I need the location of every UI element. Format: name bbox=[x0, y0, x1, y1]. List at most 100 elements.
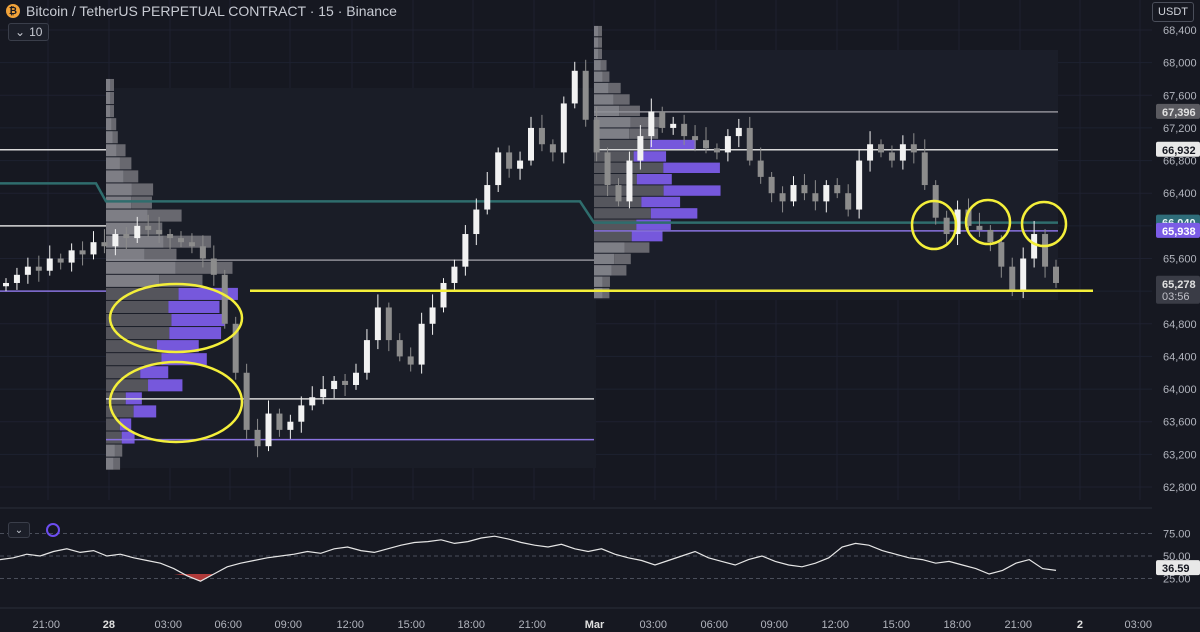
volume-profile-bar bbox=[133, 405, 157, 418]
candle-body bbox=[145, 225, 152, 230]
candle-body bbox=[713, 148, 720, 153]
volume-profile-bar bbox=[641, 196, 681, 208]
candle-body bbox=[243, 372, 250, 430]
volume-profile-bar bbox=[106, 157, 120, 170]
volume-profile-bar bbox=[163, 235, 212, 248]
candle-body bbox=[495, 152, 502, 186]
rsi-axis-label: 50.00 bbox=[1163, 551, 1191, 563]
candle-body bbox=[867, 144, 874, 161]
time-tick-label: 06:00 bbox=[215, 619, 243, 631]
time-tick-label: Mar bbox=[585, 619, 605, 631]
price-tick-label: 64,400 bbox=[1163, 351, 1197, 363]
candle-body bbox=[779, 193, 786, 202]
volume-profile-bar bbox=[663, 162, 720, 174]
candle-body bbox=[703, 140, 709, 149]
volume-profile-bar bbox=[598, 48, 602, 60]
volume-profile-bar bbox=[594, 174, 637, 185]
price-tick-label: 63,200 bbox=[1163, 449, 1197, 461]
volume-profile-bar bbox=[602, 276, 610, 287]
candle-body bbox=[440, 282, 447, 308]
candle-body bbox=[167, 234, 174, 239]
symbol-title[interactable]: Bitcoin / TetherUS PERPETUAL CONTRACT · … bbox=[26, 3, 397, 19]
volume-profile-bar bbox=[624, 242, 650, 253]
price-tick-label: 65,600 bbox=[1163, 254, 1197, 266]
candle-body bbox=[834, 185, 841, 194]
price-tick-label: 64,800 bbox=[1163, 319, 1197, 331]
volume-profile-bar bbox=[594, 242, 625, 253]
price-tick-label: 67,200 bbox=[1163, 123, 1197, 135]
volume-profile-bar bbox=[119, 157, 132, 170]
candle-body bbox=[298, 405, 305, 422]
volume-profile-bar bbox=[106, 222, 137, 235]
volume-profile-bar bbox=[116, 144, 126, 157]
volume-profile-bar bbox=[113, 457, 121, 470]
candle-body bbox=[123, 234, 130, 239]
price-tick-label: 68,000 bbox=[1163, 58, 1197, 70]
time-tick-label: 21:00 bbox=[519, 619, 547, 631]
volume-profile-bar bbox=[594, 265, 612, 276]
volume-profile-bar bbox=[175, 261, 233, 274]
candle-body bbox=[232, 323, 239, 373]
volume-profile-bar bbox=[600, 60, 607, 71]
time-tick-label: 09:00 bbox=[275, 619, 303, 631]
candle-body bbox=[801, 185, 808, 194]
indicator-count: 10 bbox=[29, 25, 43, 39]
time-tick-label: 21:00 bbox=[33, 619, 61, 631]
price-tag-white-bg bbox=[1156, 141, 1200, 157]
volume-profile-bar bbox=[636, 174, 672, 185]
price-tag-purple-bg bbox=[1156, 222, 1200, 238]
volume-profile-bar bbox=[633, 151, 667, 162]
candle-body bbox=[57, 258, 64, 263]
time-tick-label: 28 bbox=[103, 619, 115, 631]
candle-body bbox=[615, 185, 622, 202]
candle-body bbox=[1009, 266, 1016, 292]
candle-body bbox=[1031, 234, 1038, 259]
candle-body bbox=[1053, 266, 1059, 283]
candle-body bbox=[462, 234, 469, 267]
volume-profile-bar bbox=[169, 327, 222, 340]
candle-body bbox=[506, 152, 513, 169]
volume-profile-bar bbox=[106, 183, 132, 196]
currency-button[interactable]: USDT bbox=[1152, 2, 1194, 22]
candle-body bbox=[342, 380, 349, 385]
price-tick-label: 66,800 bbox=[1163, 156, 1197, 168]
time-tick-label: 21:00 bbox=[1005, 619, 1033, 631]
candle-body bbox=[287, 421, 294, 430]
volume-profile-bar bbox=[636, 219, 671, 230]
volume-profile-bar bbox=[608, 82, 621, 94]
volume-profile-bar bbox=[594, 139, 651, 151]
candle-body bbox=[888, 152, 895, 161]
rsi-settings-icon[interactable] bbox=[46, 523, 60, 537]
volume-profile-bar bbox=[106, 144, 117, 157]
rsi-value-tag-bg bbox=[1156, 560, 1200, 576]
candle-body bbox=[910, 144, 917, 153]
candle-body bbox=[746, 127, 753, 161]
volume-profile-bar bbox=[650, 139, 696, 151]
candle-body bbox=[823, 185, 830, 202]
candle-body bbox=[385, 307, 392, 341]
volume-profile-bar bbox=[594, 208, 651, 219]
candle-body bbox=[943, 217, 950, 235]
candle-body bbox=[987, 229, 994, 243]
price-tick-label: 67,600 bbox=[1163, 90, 1197, 102]
volume-profile-bar bbox=[602, 71, 610, 82]
candle-body bbox=[735, 127, 742, 137]
volume-profile-bar bbox=[594, 37, 599, 48]
volume-profile-bar bbox=[106, 131, 113, 144]
candle-body bbox=[309, 397, 316, 406]
volume-profile-bar bbox=[594, 287, 603, 299]
candle-body bbox=[681, 123, 688, 137]
candle-body bbox=[768, 176, 775, 194]
indicator-toggle[interactable]: ⌄ 10 bbox=[8, 23, 50, 41]
volume-profile-bar bbox=[106, 300, 169, 313]
volume-profile-bar bbox=[629, 128, 659, 139]
countdown-label: 03:56 bbox=[1162, 291, 1190, 303]
candle-body bbox=[626, 160, 633, 202]
volume-profile-bar bbox=[594, 230, 632, 242]
rsi-collapse-button[interactable]: ⌄ bbox=[8, 522, 30, 538]
price-tick-label: 63,600 bbox=[1163, 417, 1197, 429]
candle-body bbox=[396, 340, 403, 357]
volume-profile-bar bbox=[631, 230, 663, 242]
time-tick-label: 12:00 bbox=[337, 619, 365, 631]
